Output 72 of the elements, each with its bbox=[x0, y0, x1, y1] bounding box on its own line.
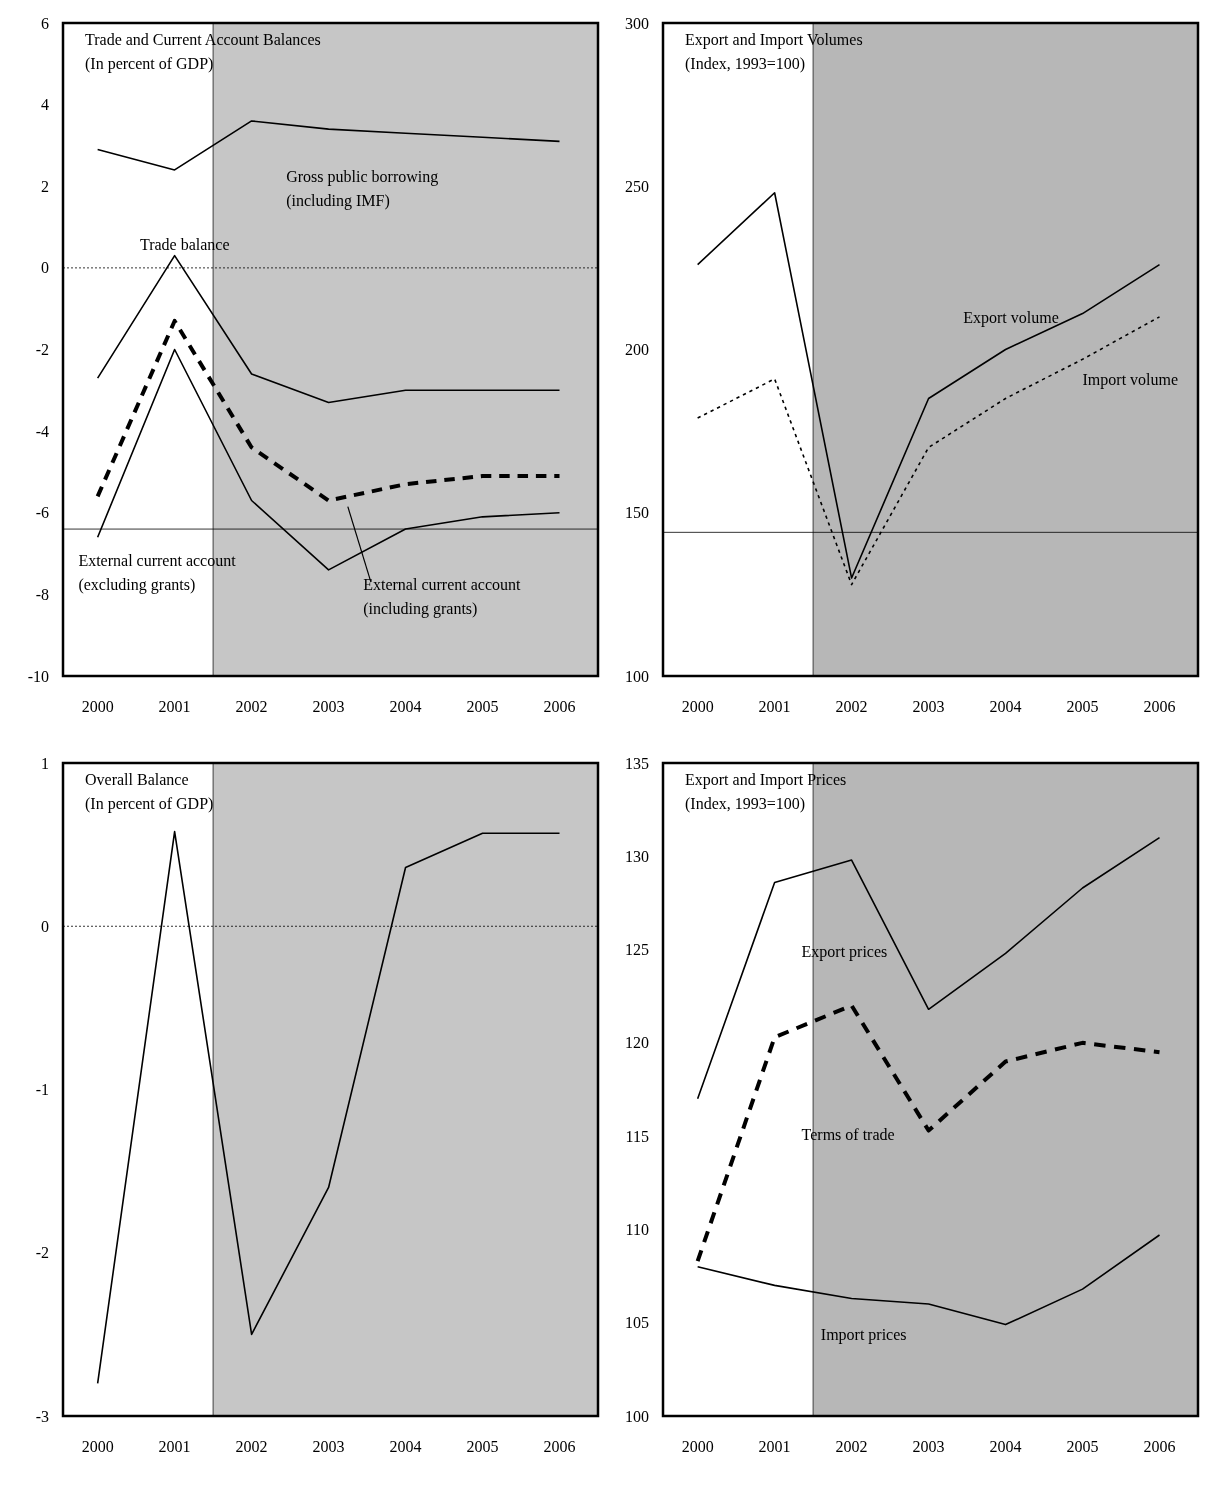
text: Trade and Current Account Balances bbox=[85, 31, 321, 48]
x-tick-label: 2001 bbox=[758, 698, 791, 715]
y-tick-label: 4 bbox=[41, 96, 49, 114]
y-tick-label: 120 bbox=[625, 1034, 649, 1052]
series-label: External current account (excluding grants) bbox=[78, 551, 237, 594]
y-tick-label: 105 bbox=[625, 1314, 649, 1332]
x-tick-label: 2006 bbox=[543, 1438, 576, 1455]
y-tick-label: -2 bbox=[35, 341, 49, 359]
series-label: Terms of trade bbox=[801, 1125, 895, 1143]
y-tick-label: 0 bbox=[41, 917, 49, 935]
series-label: Import volume bbox=[1082, 371, 1179, 390]
y-tick-label: 300 bbox=[625, 14, 649, 32]
y-tick-label: 100 bbox=[625, 667, 649, 685]
text: Export and Import Prices bbox=[685, 771, 847, 789]
y-tick-label: 200 bbox=[625, 341, 649, 359]
x-tick-label: 2003 bbox=[912, 1438, 945, 1455]
y-tick-label: 115 bbox=[625, 1127, 649, 1145]
series-label: Import prices bbox=[820, 1325, 907, 1344]
x-tick-label: 2005 bbox=[466, 1438, 499, 1455]
y-tick-label: 250 bbox=[625, 177, 649, 195]
y-tick-label: -2 bbox=[35, 1244, 49, 1262]
x-tick-label: 2001 bbox=[158, 698, 191, 715]
x-tick-label: 2005 bbox=[466, 698, 499, 715]
x-tick-label: 2002 bbox=[835, 1438, 868, 1455]
x-tick-label: 2000 bbox=[681, 1438, 714, 1455]
x-tick-label: 2005 bbox=[1066, 1438, 1099, 1455]
x-tick-label: 2001 bbox=[758, 1438, 791, 1455]
text: Export and Import Volumes bbox=[685, 31, 863, 49]
text: Overall Balance bbox=[85, 771, 189, 788]
x-tick-label: 2004 bbox=[389, 1438, 422, 1455]
y-tick-label: 6 bbox=[41, 14, 49, 32]
x-tick-label: 2004 bbox=[989, 1438, 1022, 1455]
series-label: Export prices bbox=[801, 943, 888, 962]
x-tick-label: 2006 bbox=[1143, 698, 1176, 715]
x-tick-label: 2002 bbox=[835, 698, 868, 715]
series-label: Export volume bbox=[963, 309, 1059, 328]
x-tick-label: 2000 bbox=[81, 1438, 114, 1455]
y-tick-label: 0 bbox=[41, 259, 49, 277]
x-tick-label: 2003 bbox=[312, 698, 345, 715]
text: External current account (including grants) bbox=[363, 576, 522, 619]
text: (In percent of GDP) bbox=[85, 55, 214, 73]
y-tick-label: 135 bbox=[625, 754, 649, 772]
x-tick-label: 2000 bbox=[81, 698, 114, 715]
y-tick-label: -8 bbox=[35, 585, 49, 603]
y-tick-label: -3 bbox=[35, 1407, 49, 1425]
x-tick-label: 2003 bbox=[312, 1438, 345, 1455]
x-tick-label: 2004 bbox=[989, 698, 1022, 715]
x-tick-label: 2003 bbox=[912, 698, 945, 715]
text: Gross public borrowing (including IMF) bbox=[286, 168, 439, 211]
y-tick-label: 150 bbox=[625, 504, 649, 522]
y-tick-label: -6 bbox=[35, 504, 49, 522]
y-tick-label: 125 bbox=[625, 941, 649, 959]
y-tick-label: 100 bbox=[625, 1407, 649, 1425]
y-tick-label: -1 bbox=[35, 1081, 49, 1099]
y-tick-label: 130 bbox=[625, 847, 649, 865]
y-tick-label: 1 bbox=[41, 754, 49, 772]
x-tick-label: 2005 bbox=[1066, 698, 1099, 715]
x-tick-label: 2000 bbox=[681, 698, 714, 715]
x-tick-label: 2006 bbox=[1143, 1438, 1176, 1455]
y-tick-label: -10 bbox=[27, 667, 49, 685]
x-tick-label: 2006 bbox=[543, 698, 576, 715]
x-tick-label: 2002 bbox=[235, 1438, 268, 1455]
text: (In percent of GDP) bbox=[85, 795, 214, 813]
series-label: Trade balance bbox=[139, 235, 230, 253]
text: (Index, 1993=100) bbox=[685, 55, 806, 73]
y-tick-label: 2 bbox=[41, 177, 49, 195]
x-tick-label: 2004 bbox=[389, 698, 422, 715]
y-tick-label: 110 bbox=[625, 1221, 649, 1239]
x-tick-label: 2001 bbox=[158, 1438, 191, 1455]
x-tick-label: 2002 bbox=[235, 698, 268, 715]
y-tick-label: -4 bbox=[35, 422, 49, 440]
text: (Index, 1993=100) bbox=[685, 795, 806, 813]
